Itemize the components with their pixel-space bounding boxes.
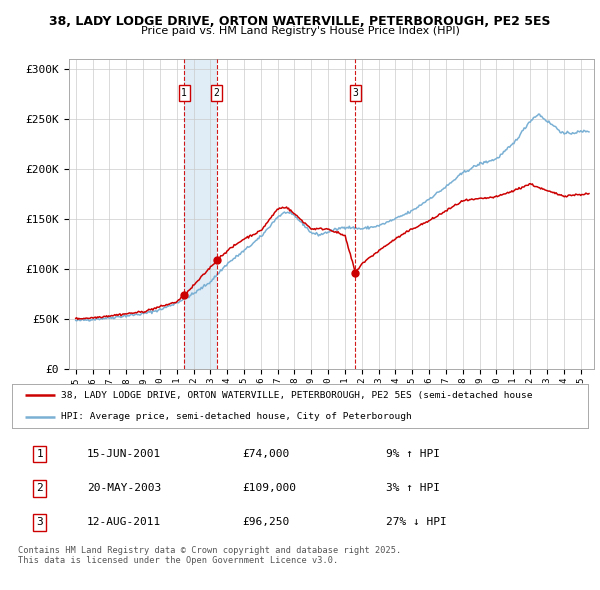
Text: 38, LADY LODGE DRIVE, ORTON WATERVILLE, PETERBOROUGH, PE2 5ES: 38, LADY LODGE DRIVE, ORTON WATERVILLE, … [49,15,551,28]
Text: 1: 1 [36,449,43,459]
Text: 3: 3 [36,517,43,527]
Bar [184,59,217,369]
Text: Price paid vs. HM Land Registry's House Price Index (HPI): Price paid vs. HM Land Registry's House … [140,26,460,36]
Text: 1: 1 [181,88,187,98]
Text: 2: 2 [214,88,220,98]
Text: 2: 2 [36,483,43,493]
Text: 20-MAY-2003: 20-MAY-2003 [87,483,161,493]
Text: 12-AUG-2011: 12-AUG-2011 [87,517,161,527]
Text: 9% ↑ HPI: 9% ↑ HPI [386,449,440,459]
Text: 3% ↑ HPI: 3% ↑ HPI [386,483,440,493]
Text: £109,000: £109,000 [242,483,296,493]
Text: 3: 3 [352,88,358,98]
Text: £74,000: £74,000 [242,449,290,459]
Text: 38, LADY LODGE DRIVE, ORTON WATERVILLE, PETERBOROUGH, PE2 5ES (semi-detached hou: 38, LADY LODGE DRIVE, ORTON WATERVILLE, … [61,391,532,400]
Text: £96,250: £96,250 [242,517,290,527]
Text: HPI: Average price, semi-detached house, City of Peterborough: HPI: Average price, semi-detached house,… [61,412,412,421]
Text: 15-JUN-2001: 15-JUN-2001 [87,449,161,459]
Text: 27% ↓ HPI: 27% ↓ HPI [386,517,447,527]
Text: Contains HM Land Registry data © Crown copyright and database right 2025.
This d: Contains HM Land Registry data © Crown c… [18,546,401,565]
